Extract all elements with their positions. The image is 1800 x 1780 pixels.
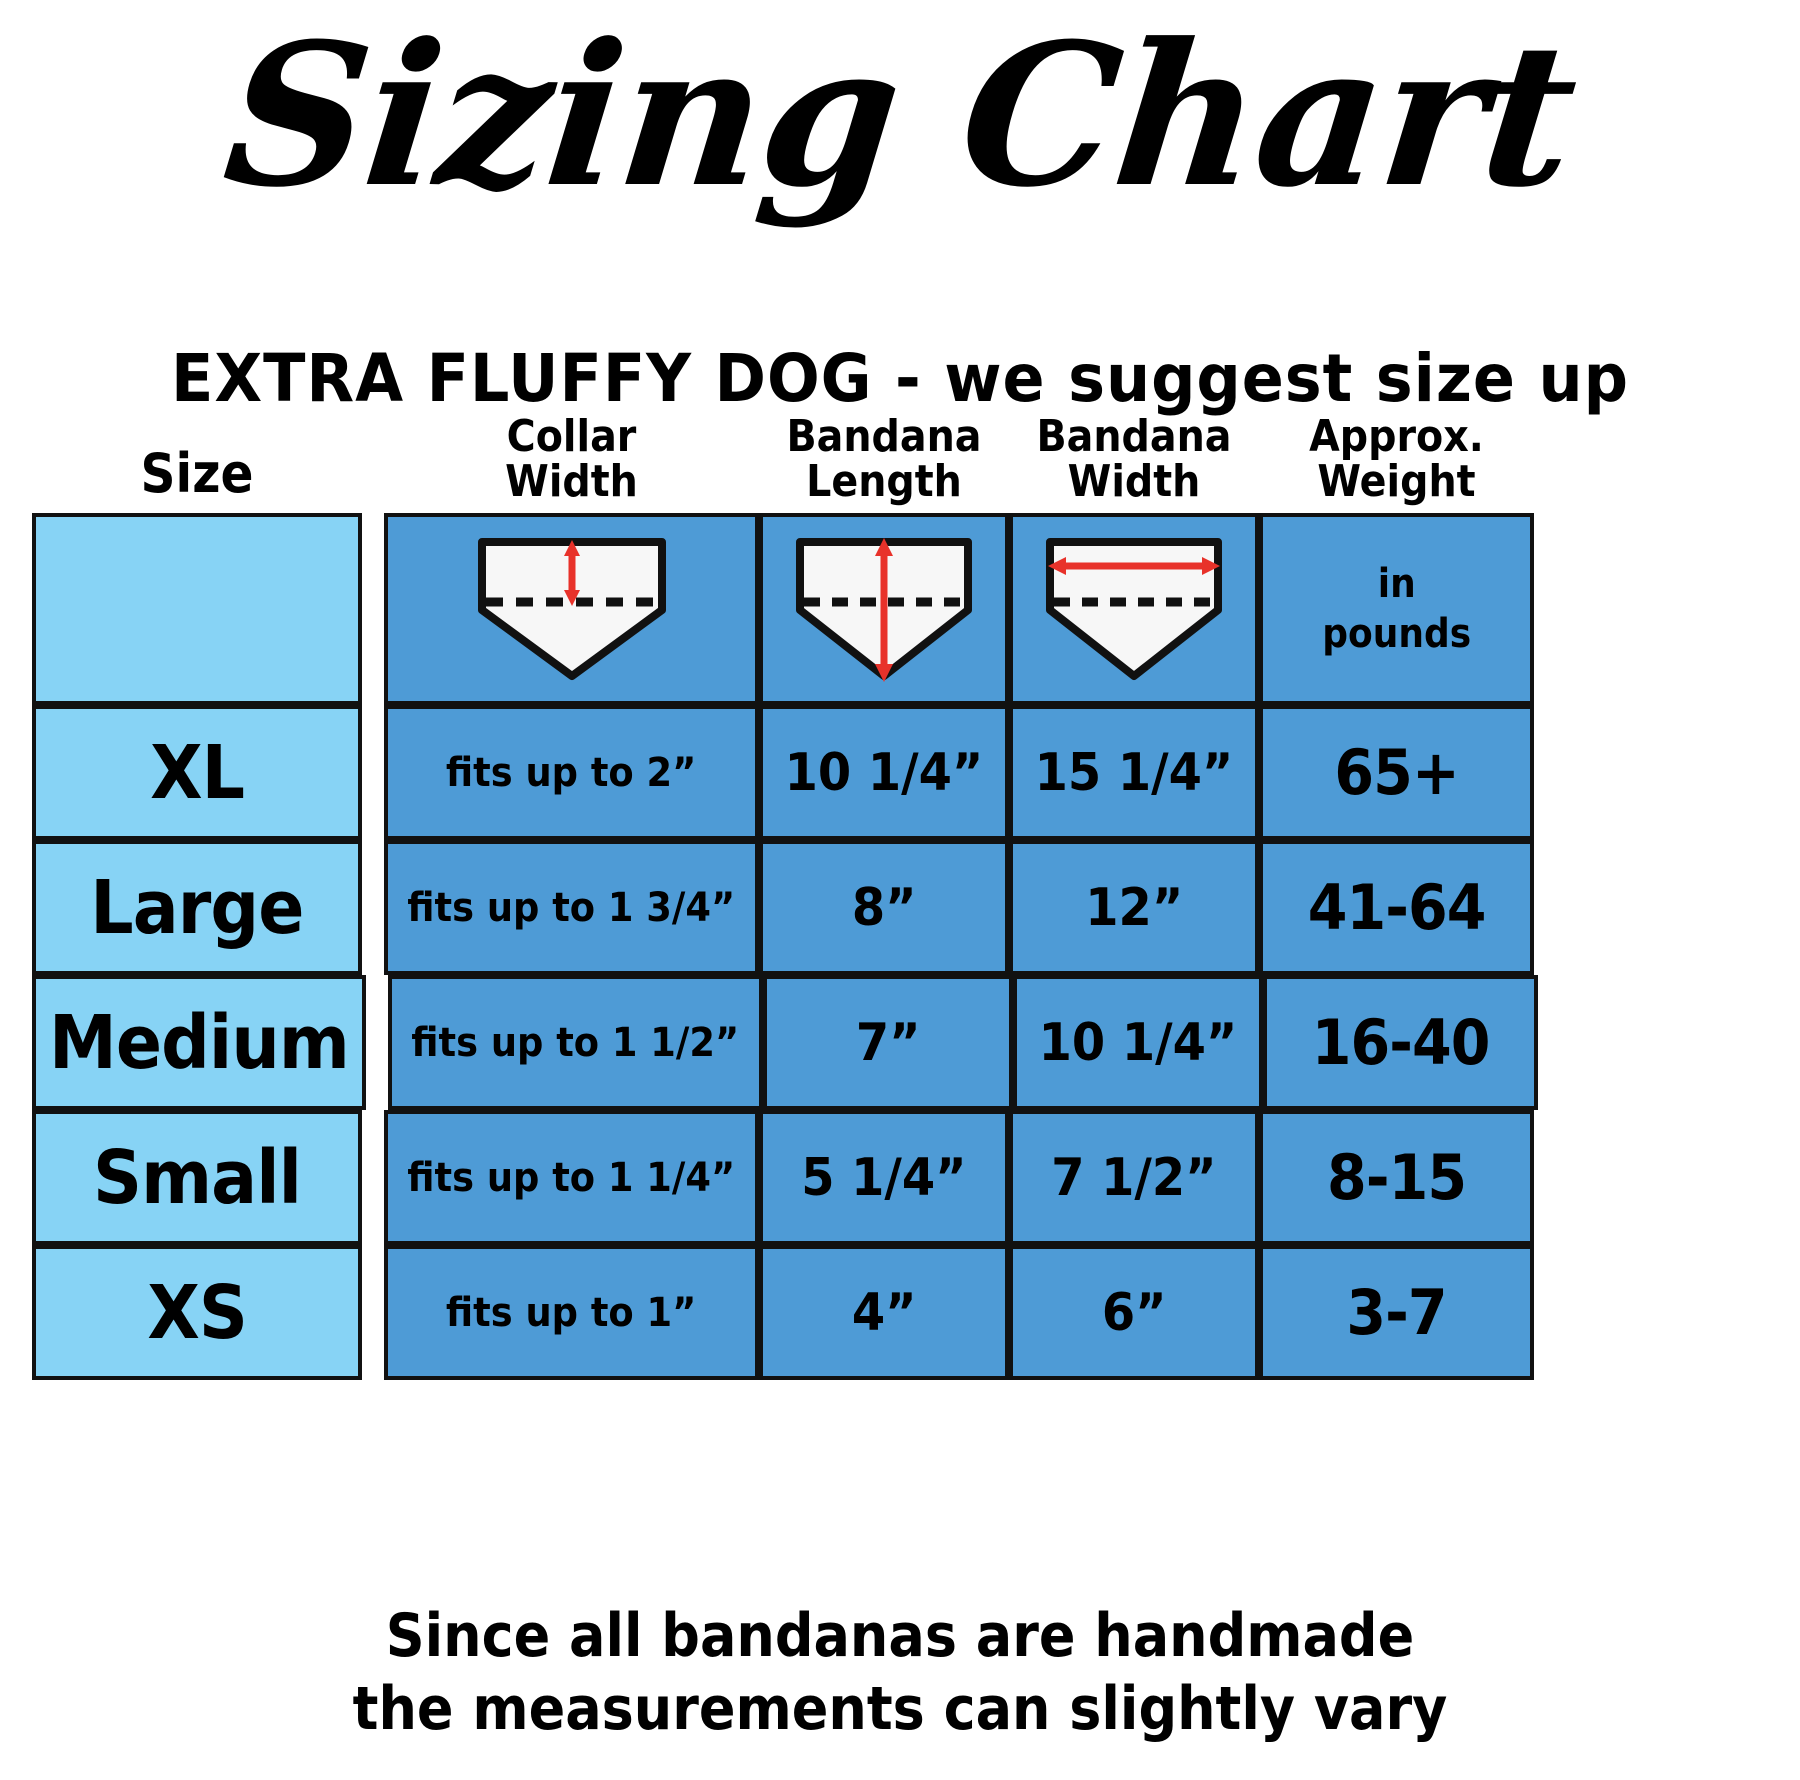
bandana-length-svg [796, 538, 972, 682]
row-bandana-length: 5 1/4” [759, 1110, 1009, 1245]
bandana-width-text: 15 1/4” [1034, 742, 1234, 803]
bandana-width-diagram-cell [1009, 513, 1259, 705]
size-text: Large [90, 864, 304, 951]
header-collar-line2: Width [505, 455, 638, 507]
weight-units-line2: pounds [1322, 611, 1471, 657]
column-gap [365, 975, 388, 1110]
bandana-length-text: 5 1/4” [801, 1147, 967, 1208]
column-gap [362, 1110, 384, 1245]
column-gap [362, 1245, 384, 1380]
collar-width-text: fits up to 1 3/4” [407, 884, 736, 931]
approx-weight-text: 8-15 [1326, 1141, 1467, 1214]
bandana-width-text: 12” [1084, 877, 1184, 938]
row-bandana-width: 10 1/4” [1012, 975, 1263, 1110]
bandana-collar-width-svg [477, 538, 666, 680]
row-collar-width: fits up to 2” [384, 705, 759, 840]
bandana-length-diagram-cell [759, 513, 1009, 705]
collar-width-diagram-cell [384, 513, 759, 705]
row-bandana-width: 7 1/2” [1009, 1110, 1259, 1245]
bandana-collar-width-icon [388, 517, 755, 701]
row-approx-weight: 41-64 [1259, 840, 1534, 975]
collar-width-text: fits up to 1” [446, 1289, 697, 1336]
footer-line-1: Since all bandanas are handmade [385, 1601, 1415, 1671]
row-size-label: XL [32, 705, 362, 840]
header-collar-width: Collar Width [403, 411, 741, 507]
bandana-length-icon [763, 517, 1005, 701]
table-row: Large fits up to 1 3/4” 8” 12” 41-64 [32, 840, 1768, 975]
header-width-line1: Bandana [1036, 411, 1232, 462]
row-bandana-length: 8” [759, 840, 1009, 975]
approx-weight-text: 65+ [1334, 736, 1459, 809]
row-bandana-length: 7” [762, 975, 1013, 1110]
size-text: XS [147, 1269, 248, 1356]
table-diagram-row: in pounds [32, 513, 1768, 705]
bandana-width-text: 6” [1101, 1282, 1167, 1343]
row-collar-width: fits up to 1 1/4” [384, 1110, 759, 1245]
bandana-length-text: 8” [851, 877, 917, 938]
table-row: XL fits up to 2” 10 1/4” 15 1/4” 65+ [32, 705, 1768, 840]
weight-units-cell: in pounds [1259, 513, 1534, 705]
header-length-line2: Length [806, 455, 962, 507]
header-weight-line2: Weight [1317, 455, 1476, 507]
weight-units-note: in pounds [1322, 559, 1471, 659]
column-gap [362, 513, 384, 705]
size-text: Medium [49, 999, 350, 1086]
bandana-length-text: 7” [855, 1012, 921, 1073]
diagram-size-cell [32, 513, 362, 705]
row-bandana-width: 6” [1009, 1245, 1259, 1380]
bandana-width-svg [1046, 538, 1222, 680]
table-row: XS fits up to 1” 4” 6” 3-7 [32, 1245, 1768, 1380]
header-bandana-width: Bandana Width [1022, 411, 1247, 507]
header-bandana-length: Bandana Length [772, 411, 997, 507]
sizing-table: in pounds XL fits up to 2” 10 1/4” 15 1/… [32, 513, 1768, 1380]
row-approx-weight: 8-15 [1259, 1110, 1534, 1245]
approx-weight-text: 16-40 [1311, 1006, 1491, 1079]
page-title: Sizing Chart [215, 1, 1585, 231]
row-size-label: XS [32, 1245, 362, 1380]
column-gap [362, 840, 384, 975]
row-bandana-width: 15 1/4” [1009, 705, 1259, 840]
subtitle: EXTRA FLUFFY DOG - we suggest size up [171, 340, 1629, 417]
header-length-line1: Bandana [786, 411, 982, 462]
row-size-label: Medium [32, 975, 366, 1110]
row-approx-weight: 65+ [1259, 705, 1534, 840]
collar-width-text: fits up to 2” [446, 749, 697, 796]
row-collar-width: fits up to 1” [384, 1245, 759, 1380]
bandana-length-text: 4” [851, 1282, 917, 1343]
row-size-label: Small [32, 1110, 362, 1245]
collar-width-text: fits up to 1 1/4” [407, 1154, 736, 1201]
row-bandana-length: 10 1/4” [759, 705, 1009, 840]
bandana-width-icon [1013, 517, 1255, 701]
weight-units-line1: in [1377, 561, 1416, 607]
footer-line-2: the measurements can slightly vary [352, 1674, 1448, 1745]
header-collar-line1: Collar [506, 411, 637, 462]
table-row: Small fits up to 1 1/4” 5 1/4” 7 1/2” 8-… [32, 1110, 1768, 1245]
row-collar-width: fits up to 1 1/2” [387, 975, 763, 1110]
size-text: XL [149, 729, 245, 816]
row-collar-width: fits up to 1 3/4” [384, 840, 759, 975]
bandana-width-text: 10 1/4” [1038, 1012, 1238, 1073]
header-width-line2: Width [1067, 455, 1201, 507]
size-text: Small [92, 1134, 302, 1221]
column-gap [362, 705, 384, 840]
header-approx-weight: Approx. Weight [1273, 411, 1521, 507]
row-size-label: Large [32, 840, 362, 975]
row-bandana-length: 4” [759, 1245, 1009, 1380]
approx-weight-text: 41-64 [1307, 871, 1487, 944]
row-approx-weight: 16-40 [1262, 975, 1538, 1110]
table-row: Medium fits up to 1 1/2” 7” 10 1/4” 16-4… [32, 975, 1768, 1110]
header-size: Size [140, 441, 254, 505]
row-approx-weight: 3-7 [1259, 1245, 1534, 1380]
bandana-length-text: 10 1/4” [784, 742, 984, 803]
approx-weight-text: 3-7 [1346, 1276, 1447, 1349]
table-column-headers: Size Collar Width Bandana Length Bandana… [32, 411, 1768, 507]
footer-note: Since all bandanas are handmade the meas… [90, 1600, 1710, 1746]
bandana-width-text: 7 1/2” [1051, 1147, 1217, 1208]
row-bandana-width: 12” [1009, 840, 1259, 975]
collar-width-text: fits up to 1 1/2” [411, 1019, 740, 1066]
header-weight-line1: Approx. [1309, 411, 1484, 462]
